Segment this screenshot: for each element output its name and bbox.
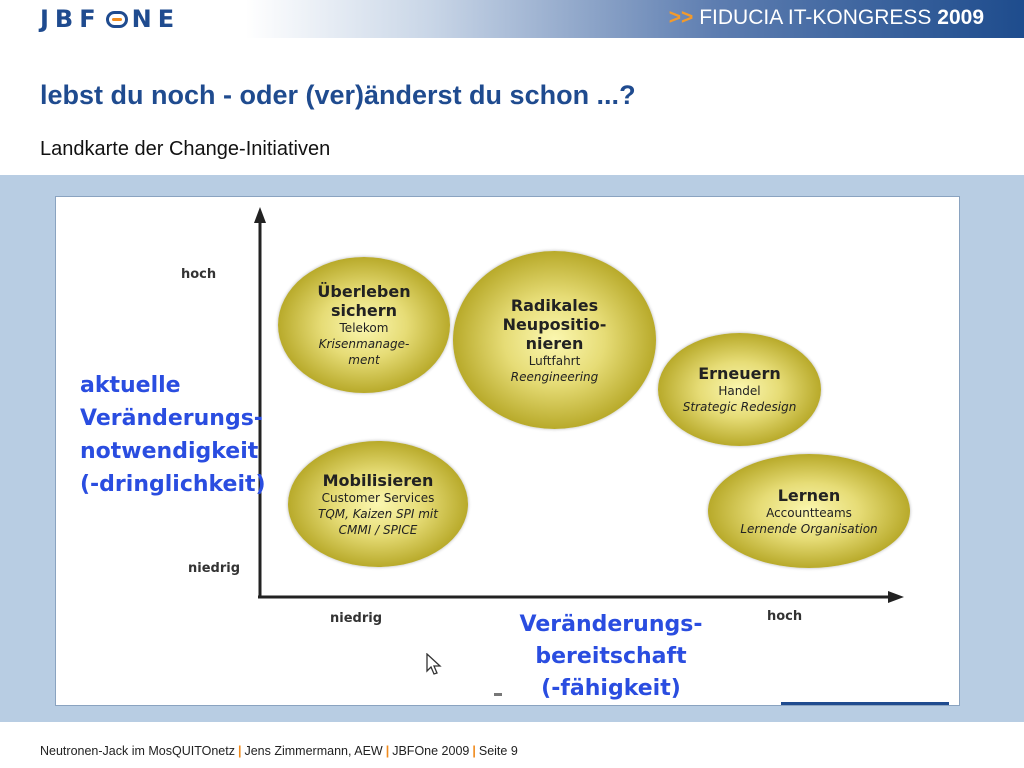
blob-erneuern: Erneuern Handel Strategic Redesign — [658, 333, 821, 446]
footer-page: Seite 9 — [478, 744, 518, 758]
congress-banner: >> FIDUCIA IT-KONGRESS 2009 — [669, 6, 984, 30]
congress-text: FIDUCIA IT-KONGRESS — [699, 6, 932, 29]
blob-line2: TQM, Kaizen SPI mit CMMI / SPICE — [318, 506, 438, 537]
blob-radikales-neupositionieren: Radikales Neupositio- nieren Luftfahrt R… — [453, 251, 656, 429]
blob-line1: Luftfahrt — [528, 353, 581, 368]
x-axis-arrow-icon — [888, 591, 904, 603]
logo-o-icon — [105, 10, 128, 28]
congress-year: 2009 — [937, 6, 984, 29]
blob-line2: Strategic Redesign — [682, 400, 797, 414]
blob-line1: Customer Services — [321, 490, 435, 505]
footer: Neutronen-Jack im MosQUITOnetz | Jens Zimm… — [40, 744, 518, 758]
mouse-cursor-icon — [426, 653, 442, 675]
blob-mobilisieren: Mobilisieren Customer Services TQM, Kaiz… — [288, 441, 468, 567]
blob-title: Überleben sichern — [317, 282, 411, 320]
jbfone-logo: JBF NE — [40, 5, 180, 33]
logo-text-left: JBF — [40, 5, 102, 33]
blob-line1: Accountteams — [766, 505, 852, 520]
x-axis-low-label: niedrig — [330, 611, 383, 626]
blob-line2: Krisenmanage- ment — [318, 337, 410, 367]
small-mark — [494, 693, 502, 696]
header-bar: JBF NE >> FIDUCIA IT-KONGRESS 2009 — [0, 0, 1024, 38]
blob-title: Erneuern — [698, 364, 781, 383]
footer-separator: | — [237, 744, 242, 758]
footer-author: Jens Zimmermann, AEW — [244, 744, 383, 758]
blob-line2: Lernende Organisation — [740, 521, 878, 536]
blob-title: Radikales Neupositio- nieren — [502, 295, 607, 353]
change-map-diagram: hoch niedrig niedrig hoch aktuelle Verän… — [55, 196, 960, 706]
blob-title: Mobilisieren — [322, 470, 434, 490]
logo-text-right: NE — [131, 5, 181, 33]
footer-presentation: Neutronen-Jack im MosQUITOnetz — [40, 744, 235, 758]
y-axis-low-label: niedrig — [188, 561, 241, 576]
blob-line1: Telekom — [339, 321, 389, 335]
y-axis-high-label: hoch — [181, 267, 217, 282]
blob-lernen: Lernen Accountteams Lernende Organisatio… — [708, 454, 910, 568]
x-axis-high-label: hoch — [767, 609, 803, 624]
slide-title: lebst du noch - oder (ver)änderst du sch… — [40, 80, 636, 110]
blob-title: Lernen — [777, 485, 841, 505]
blue-underline — [781, 702, 949, 705]
blob-line1: Handel — [718, 384, 761, 398]
y-axis-title: aktuelle Veränderungs- notwendigkeit (-d… — [80, 373, 266, 497]
footer-separator: | — [472, 744, 476, 758]
footer-event: JBFOne 2009 — [392, 744, 470, 758]
blob-ueberleben-sichern: Überleben sichern Telekom Krisenmanage- … — [278, 257, 450, 393]
x-axis-title: Veränderungs- bereitschaft (-fähigkeit) — [519, 612, 703, 701]
blob-line2: Reengineering — [510, 369, 599, 384]
y-axis-arrow-icon — [254, 207, 266, 223]
slide-subtitle: Landkarte der Change-Initiativen — [40, 138, 331, 160]
congress-arrows: >> — [668, 6, 694, 29]
axes — [254, 207, 904, 603]
footer-separator: | — [385, 744, 390, 758]
